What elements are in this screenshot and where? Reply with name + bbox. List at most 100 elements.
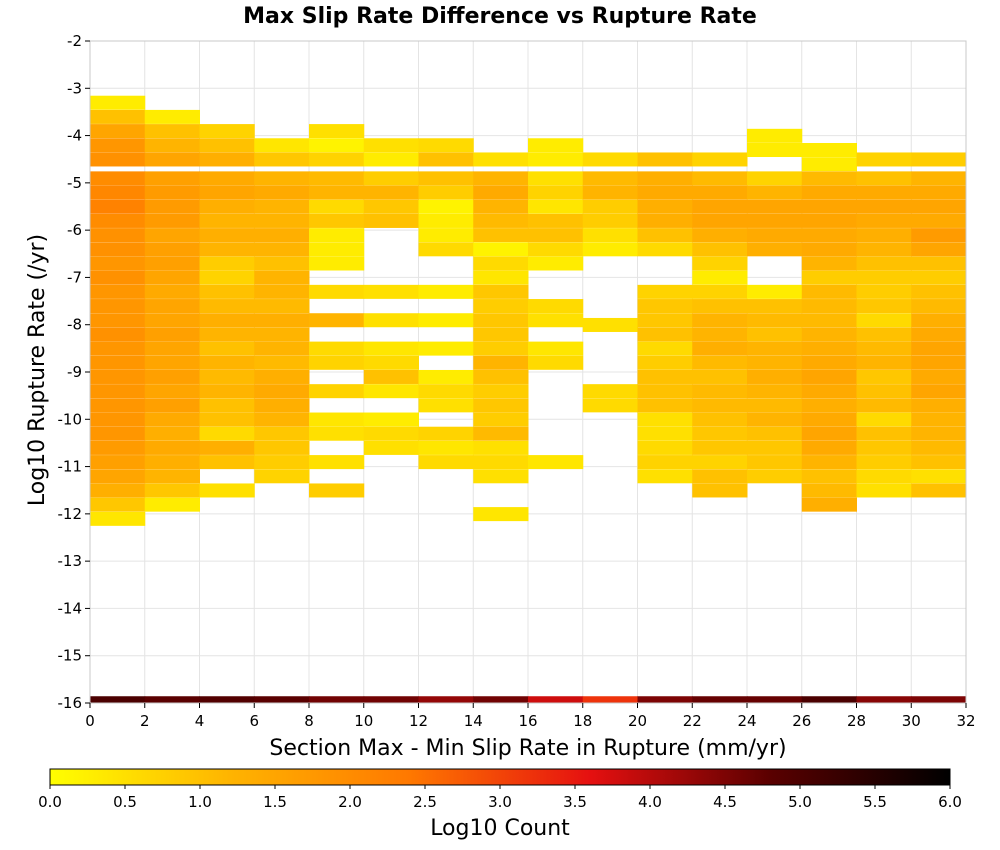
heatmap-cell	[418, 440, 474, 455]
heatmap-cell	[473, 426, 529, 441]
heatmap-cell	[199, 138, 255, 153]
heatmap-cell	[309, 242, 365, 257]
heatmap-cell	[801, 199, 857, 214]
heatmap-cell	[90, 138, 146, 153]
heatmap-cell	[90, 95, 146, 110]
heatmap-cell	[199, 341, 255, 356]
heatmap-cell	[528, 313, 584, 328]
x-tick-label: 2	[140, 712, 150, 730]
heatmap-cell	[692, 483, 748, 498]
heatmap-cell	[856, 171, 912, 186]
heatmap-cell	[254, 171, 310, 186]
heatmap-cell	[309, 228, 365, 243]
heatmap-cell-bottom	[418, 696, 474, 703]
heatmap-cell	[856, 355, 912, 370]
heatmap-cell	[363, 284, 419, 299]
heatmap-cell	[363, 171, 419, 186]
x-tick-label: 20	[628, 712, 647, 730]
heatmap-cell	[692, 327, 748, 342]
heatmap-cell	[747, 412, 803, 427]
heatmap-cell	[528, 213, 584, 228]
heatmap-cell	[801, 313, 857, 328]
heatmap-cell	[692, 412, 748, 427]
heatmap-cell	[363, 412, 419, 427]
heatmap-cell	[199, 299, 255, 314]
heatmap-cell	[254, 313, 310, 328]
heatmap-cell	[637, 185, 693, 200]
heatmap-cell	[418, 455, 474, 470]
heatmap-cell	[90, 369, 146, 384]
heatmap-cell	[801, 497, 857, 512]
heatmap-cell	[692, 152, 748, 167]
heatmap-cell	[199, 152, 255, 167]
heatmap-cell	[911, 384, 967, 399]
colorbar-tick-label: 5.0	[788, 793, 812, 811]
heatmap-cell	[692, 398, 748, 413]
y-tick-label: -3	[67, 79, 82, 97]
heatmap-cell	[254, 138, 310, 153]
heatmap-cell	[90, 355, 146, 370]
heatmap-cell	[637, 228, 693, 243]
heatmap-cell	[418, 284, 474, 299]
heatmap-cell	[911, 199, 967, 214]
heatmap-cell	[528, 341, 584, 356]
heatmap-cell	[692, 270, 748, 285]
heatmap-cell	[692, 242, 748, 257]
heatmap-cell	[747, 440, 803, 455]
heatmap-cell	[144, 455, 200, 470]
heatmap-cell	[856, 469, 912, 484]
heatmap-cell	[254, 242, 310, 257]
heatmap-cell	[90, 327, 146, 342]
colorbar-label: Log10 Count	[430, 816, 570, 841]
heatmap-cell	[801, 171, 857, 186]
heatmap-cell	[90, 511, 146, 526]
heatmap-cell	[637, 313, 693, 328]
heatmap-cell	[90, 497, 146, 512]
heatmap-cell	[473, 355, 529, 370]
x-tick-label: 4	[195, 712, 205, 730]
y-tick-label: -4	[67, 127, 82, 145]
heatmap-cell	[418, 242, 474, 257]
heatmap-cell	[911, 256, 967, 271]
heatmap-cell	[637, 384, 693, 399]
heatmap-cell	[637, 242, 693, 257]
heatmap-cell	[90, 152, 146, 167]
heatmap-cell	[473, 384, 529, 399]
heatmap-cell	[582, 384, 638, 399]
heatmap-cell	[144, 185, 200, 200]
heatmap-cell	[309, 138, 365, 153]
heatmap-cell	[90, 384, 146, 399]
heatmap-cell	[856, 313, 912, 328]
heatmap-cell	[911, 398, 967, 413]
heatmap-cell	[473, 228, 529, 243]
heatmap-cell	[309, 426, 365, 441]
y-tick-label: -16	[58, 694, 83, 712]
heatmap-cell	[144, 384, 200, 399]
heatmap-cell	[747, 341, 803, 356]
heatmap-cell	[254, 369, 310, 384]
heatmap-cell	[418, 313, 474, 328]
heatmap-cell	[90, 341, 146, 356]
heatmap-cell	[528, 228, 584, 243]
heatmap-cell	[254, 384, 310, 399]
heatmap-cell	[473, 440, 529, 455]
heatmap-cell	[90, 469, 146, 484]
heatmap-cell	[692, 299, 748, 314]
heatmap-cell	[637, 369, 693, 384]
heatmap-cell	[144, 497, 200, 512]
heatmap-cell	[747, 313, 803, 328]
heatmap-cell	[418, 228, 474, 243]
heatmap-cell	[911, 299, 967, 314]
y-tick-label: -5	[67, 174, 82, 192]
heatmap-cell-bottom	[309, 696, 365, 703]
heatmap-cell	[90, 455, 146, 470]
heatmap-cell	[747, 299, 803, 314]
heatmap-cell	[144, 426, 200, 441]
heatmap-cell	[528, 185, 584, 200]
heatmap-cell	[637, 213, 693, 228]
heatmap-cell	[528, 242, 584, 257]
heatmap-cell	[309, 256, 365, 271]
heatmap-cell	[473, 256, 529, 271]
x-tick-label: 10	[354, 712, 373, 730]
heatmap-cell	[254, 299, 310, 314]
